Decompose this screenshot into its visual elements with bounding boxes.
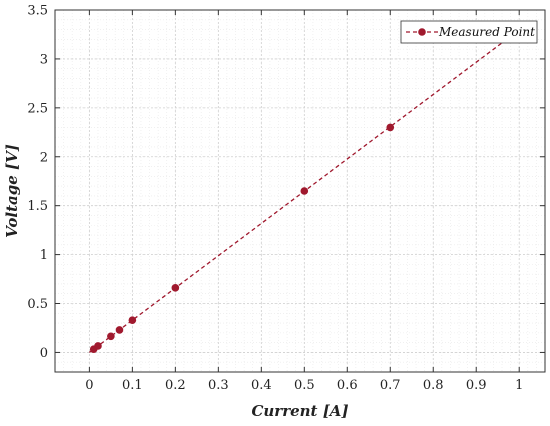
- x-tick-label: 0.5: [294, 378, 315, 393]
- y-axis-label: Voltage [V]: [3, 144, 21, 238]
- y-tick-label: 1: [40, 248, 48, 263]
- x-tick-label: 0.6: [337, 378, 358, 393]
- series: [88, 35, 512, 354]
- data-point: [300, 187, 309, 195]
- x-tick-label: 0.7: [380, 378, 401, 393]
- legend-marker-sample: [418, 28, 426, 36]
- y-tick-label: 2: [40, 150, 48, 165]
- x-tick-label: 0: [85, 378, 93, 393]
- axis-ticks: 0 0.1 0.2 0.3 0.4 0.5 0.6 0.7 0.8 0.9 1 0 0.5 1 1.5 2 2.…: [27, 4, 545, 393]
- x-axis-label: Current [A]: [251, 402, 348, 420]
- grid: [54, 9, 545, 373]
- data-point: [94, 342, 102, 350]
- x-tick-label: 0.3: [208, 378, 229, 393]
- x-tick-label: 0.9: [466, 378, 487, 393]
- data-point: [107, 332, 115, 341]
- y-tick-label: 3.5: [27, 4, 48, 19]
- series-line-measured-point: [88, 35, 512, 353]
- x-tick-label: 0.8: [423, 378, 444, 393]
- data-point: [171, 284, 180, 292]
- legend-entry-measured-point: Measured Point: [438, 25, 535, 39]
- x-tick-label: 1: [515, 378, 523, 393]
- y-tick-label: 2.5: [27, 101, 48, 116]
- legend: Measured Point: [400, 20, 538, 44]
- data-point: [128, 316, 137, 324]
- legend-box: [400, 20, 538, 44]
- y-tick-label: 3: [40, 52, 48, 67]
- y-tick-label: 0: [40, 346, 48, 361]
- plot-frame: [54, 9, 546, 373]
- x-tick-label: 0.2: [165, 378, 186, 393]
- x-tick-label: 0.1: [122, 378, 143, 393]
- y-tick-label: 0.5: [27, 297, 48, 312]
- y-tick-label: 1.5: [27, 199, 48, 214]
- data-point: [115, 326, 124, 334]
- data-point: [386, 123, 395, 132]
- x-tick-label: 0.4: [251, 378, 272, 393]
